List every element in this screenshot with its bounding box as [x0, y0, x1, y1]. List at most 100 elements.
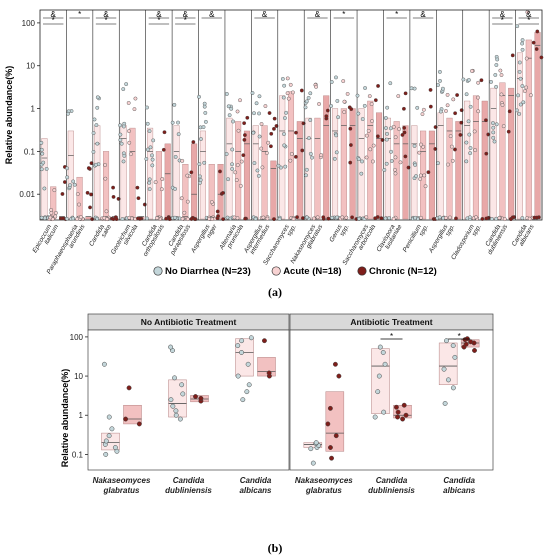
data-point	[349, 143, 353, 147]
data-point	[118, 132, 123, 137]
data-point	[448, 215, 452, 220]
data-point	[421, 144, 426, 149]
box	[235, 338, 254, 377]
data-point	[132, 107, 137, 112]
data-point	[119, 141, 124, 146]
data-point	[91, 131, 96, 135]
box	[191, 143, 198, 220]
data-point	[95, 95, 100, 100]
data-point	[118, 123, 123, 128]
data-point	[145, 216, 149, 221]
data-point	[150, 157, 155, 162]
data-point	[121, 87, 126, 91]
category-group: *	[64, 10, 95, 222]
box	[438, 342, 458, 386]
data-point	[329, 104, 333, 108]
data-point	[265, 216, 270, 221]
data-point	[484, 151, 489, 156]
x-tick-label: Aspergillus	[189, 223, 212, 255]
data-point	[308, 91, 313, 96]
data-point	[437, 215, 442, 220]
data-point	[89, 161, 94, 166]
data-point	[112, 445, 118, 450]
data-point	[332, 361, 338, 367]
data-point	[121, 124, 126, 129]
data-point	[520, 41, 525, 46]
box	[446, 117, 453, 220]
data-point	[293, 154, 298, 159]
data-point	[215, 209, 220, 214]
box	[279, 95, 286, 220]
data-point	[441, 86, 445, 91]
data-point	[356, 157, 361, 161]
x-tick-label: dubliniensis	[165, 486, 212, 495]
data-point	[395, 409, 401, 415]
data-point	[362, 103, 367, 108]
data-point	[364, 215, 369, 220]
data-point	[300, 148, 305, 153]
data-point	[77, 202, 81, 207]
data-point	[420, 112, 425, 116]
data-point	[491, 135, 496, 140]
data-point	[230, 147, 235, 152]
x-tick-label: Nakaseomyces	[295, 476, 353, 485]
category-group	[118, 10, 147, 222]
data-point	[64, 216, 69, 221]
category-group: &*	[39, 10, 68, 222]
data-point	[371, 143, 376, 148]
data-point	[534, 215, 539, 220]
data-point	[90, 217, 95, 222]
data-point	[468, 339, 474, 345]
data-point	[442, 400, 448, 406]
data-point	[236, 128, 241, 133]
data-point	[147, 129, 152, 134]
data-point	[257, 111, 261, 116]
data-point	[198, 395, 204, 401]
data-point	[234, 178, 239, 182]
data-point	[124, 82, 129, 86]
data-point	[263, 104, 268, 108]
category-group: *	[382, 10, 411, 221]
box	[296, 121, 303, 220]
data-point	[379, 216, 384, 221]
data-point	[283, 116, 287, 120]
data-point	[534, 47, 539, 51]
data-point	[502, 217, 507, 222]
box	[314, 117, 321, 220]
data-point	[185, 199, 190, 204]
data-point	[240, 397, 246, 403]
data-point	[448, 134, 453, 139]
data-point	[127, 129, 131, 133]
data-point	[349, 107, 354, 111]
data-point	[191, 140, 196, 144]
data-point	[266, 370, 272, 376]
data-point	[312, 216, 316, 221]
panel-b-y-ticks: 0.1 1 10 100	[70, 333, 88, 459]
data-point	[167, 217, 172, 222]
data-point	[295, 215, 299, 220]
data-point	[135, 185, 140, 190]
data-point	[39, 215, 44, 220]
data-point	[428, 88, 433, 92]
data-point	[449, 144, 454, 149]
category-group: &*	[488, 10, 516, 222]
data-point	[202, 104, 207, 109]
data-point	[128, 152, 133, 157]
data-point	[464, 159, 469, 164]
data-point	[289, 152, 294, 156]
data-point	[363, 86, 367, 90]
data-point	[336, 373, 342, 379]
data-point	[400, 416, 406, 422]
significance-symbol: *	[184, 16, 187, 25]
data-point	[375, 134, 380, 139]
data-point	[473, 148, 478, 153]
y-tick-label: 1	[79, 411, 84, 420]
category-group: &*	[144, 10, 174, 222]
data-point	[520, 47, 525, 52]
data-point	[393, 167, 397, 172]
data-point	[464, 140, 469, 145]
data-point	[123, 416, 129, 422]
data-point	[500, 103, 505, 107]
data-point	[413, 163, 418, 167]
